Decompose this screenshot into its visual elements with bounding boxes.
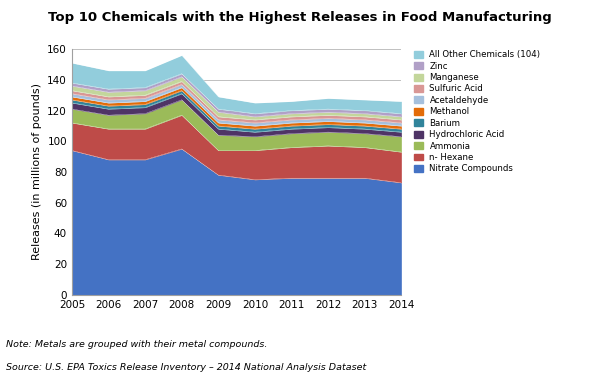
Text: Note: Metals are grouped with their metal compounds.: Note: Metals are grouped with their meta… — [6, 340, 267, 349]
Text: Top 10 Chemicals with the Highest Releases in Food Manufacturing: Top 10 Chemicals with the Highest Releas… — [48, 11, 551, 24]
Y-axis label: Releases (in millions of pounds): Releases (in millions of pounds) — [32, 84, 42, 260]
Text: Source: U.S. EPA Toxics Release Inventory – 2014 National Analysis Dataset: Source: U.S. EPA Toxics Release Inventor… — [6, 363, 366, 372]
Legend: All Other Chemicals (104), Zinc, Manganese, Sulfuric Acid, Acetaldehyde, Methano: All Other Chemicals (104), Zinc, Mangane… — [412, 48, 542, 175]
